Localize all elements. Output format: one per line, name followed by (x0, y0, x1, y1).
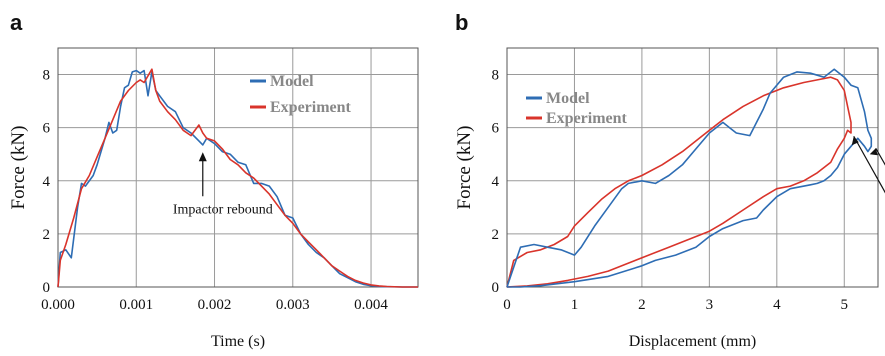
plot-frame (506, 47, 879, 288)
y-tick-label: 0 (492, 280, 500, 296)
y-tick-label: 4 (492, 174, 500, 190)
annotation-arrow (853, 135, 885, 194)
annotation-arrowhead (869, 148, 878, 156)
legend-label-experiment: Experiment (546, 110, 628, 127)
y-tick-label: 2 (492, 227, 500, 243)
x-tick-label: 0 (503, 297, 511, 313)
x-tick-label: 2 (638, 297, 646, 313)
legend-label-model: Model (546, 90, 590, 107)
y-tick-label: 8 (492, 68, 500, 84)
y-tick-label: 2 (43, 227, 51, 243)
x-tick-label: 0.002 (198, 297, 232, 313)
legend-label-model: Model (270, 73, 314, 90)
panel-label-b: b (455, 10, 468, 35)
x-axis-label: Displacement (mm) (629, 333, 757, 350)
plot-frame (57, 47, 419, 288)
x-axis-label: Time (s) (211, 333, 265, 350)
annotation-arrow (875, 147, 885, 166)
annotation-arrowhead (198, 152, 207, 162)
panel-label-a: a (10, 10, 23, 35)
series-line-experiment (57, 68, 418, 288)
y-tick-label: 6 (43, 121, 51, 137)
y-axis-label: Force (kN) (8, 126, 29, 210)
x-tick-label: 4 (773, 297, 781, 313)
y-tick-label: 4 (43, 174, 51, 190)
x-tick-label: 1 (571, 297, 579, 313)
x-tick-label: 0.003 (276, 297, 310, 313)
panel-b-chart: b 0 1 2 3 4 5 0 2 4 6 8 Displacement (mm) Force (kN) M… (454, 10, 885, 350)
y-axis-label: Force (kN) (454, 126, 475, 210)
x-tick-label: 0.004 (354, 297, 388, 313)
x-tick-label: 0.000 (41, 297, 75, 313)
annotation-text: Impactor rebound (173, 202, 273, 217)
y-tick-label: 6 (492, 121, 500, 137)
annotation-arrowhead (851, 136, 859, 146)
y-tick-label: 0 (43, 280, 51, 296)
x-tick-label: 3 (706, 297, 714, 313)
legend-label-experiment: Experiment (270, 99, 352, 116)
y-tick-label: 8 (43, 68, 51, 84)
series-line-model (506, 68, 873, 288)
series-line-experiment (506, 76, 852, 288)
series-line-model (57, 69, 418, 288)
panel-a-chart: a 0.000 0.001 0.002 0.003 0.004 0 2 4 6 8 Time (s) F… (8, 10, 419, 350)
x-tick-label: 5 (841, 297, 849, 313)
x-tick-label: 0.001 (119, 297, 153, 313)
